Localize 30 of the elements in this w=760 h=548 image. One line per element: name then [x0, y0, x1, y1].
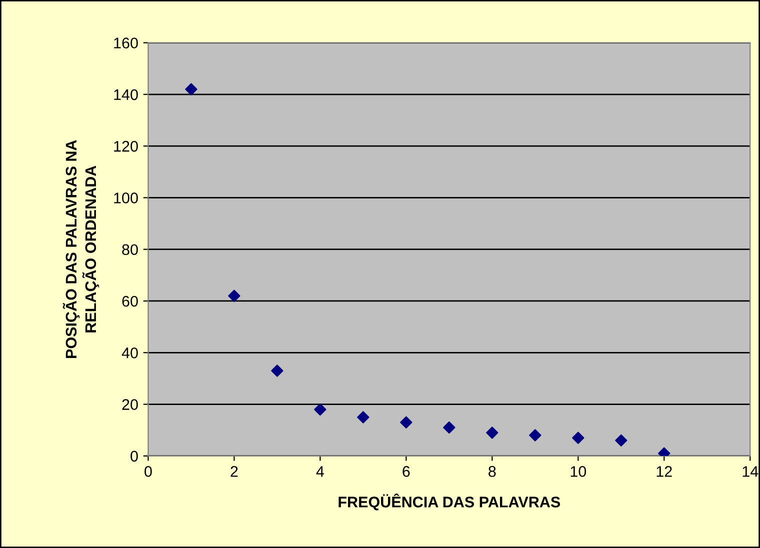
x-tick-label: 0: [144, 466, 152, 477]
point: [271, 364, 284, 377]
x-tick-label: 14: [742, 466, 758, 477]
point: [443, 421, 456, 434]
y-tick-label: 20: [122, 399, 138, 410]
x-tick-label: 2: [230, 466, 238, 477]
y-axis-title: POSIÇÃO DAS PALAVRAS NA RELAÇÃO ORDENADA: [62, 140, 100, 358]
y-tick-label: 140: [114, 89, 138, 100]
point: [228, 290, 240, 302]
point: [357, 411, 370, 424]
x-tick-label: 6: [402, 466, 410, 477]
point: [529, 429, 542, 442]
x-tick-label: 12: [656, 466, 672, 477]
point: [314, 403, 326, 416]
y-tick-label: 0: [130, 450, 138, 462]
y-tick-label: 120: [114, 140, 138, 152]
y-tick-label: 100: [114, 192, 138, 204]
point: [400, 416, 412, 428]
point: [615, 434, 628, 447]
point: [185, 83, 198, 96]
y-tick-label: 80: [122, 244, 138, 256]
point: [486, 426, 498, 439]
y-tick-label: 160: [114, 38, 138, 48]
y-tick-label: 60: [122, 296, 138, 307]
y-tick-label: 40: [122, 348, 138, 358]
point: [572, 432, 584, 444]
x-tick-label: 4: [316, 466, 324, 477]
x-tick-label: 8: [488, 466, 496, 477]
x-axis-title: FREQÜÊNCIA DAS PALAVRAS: [338, 494, 560, 510]
x-tick-label: 10: [570, 466, 586, 477]
